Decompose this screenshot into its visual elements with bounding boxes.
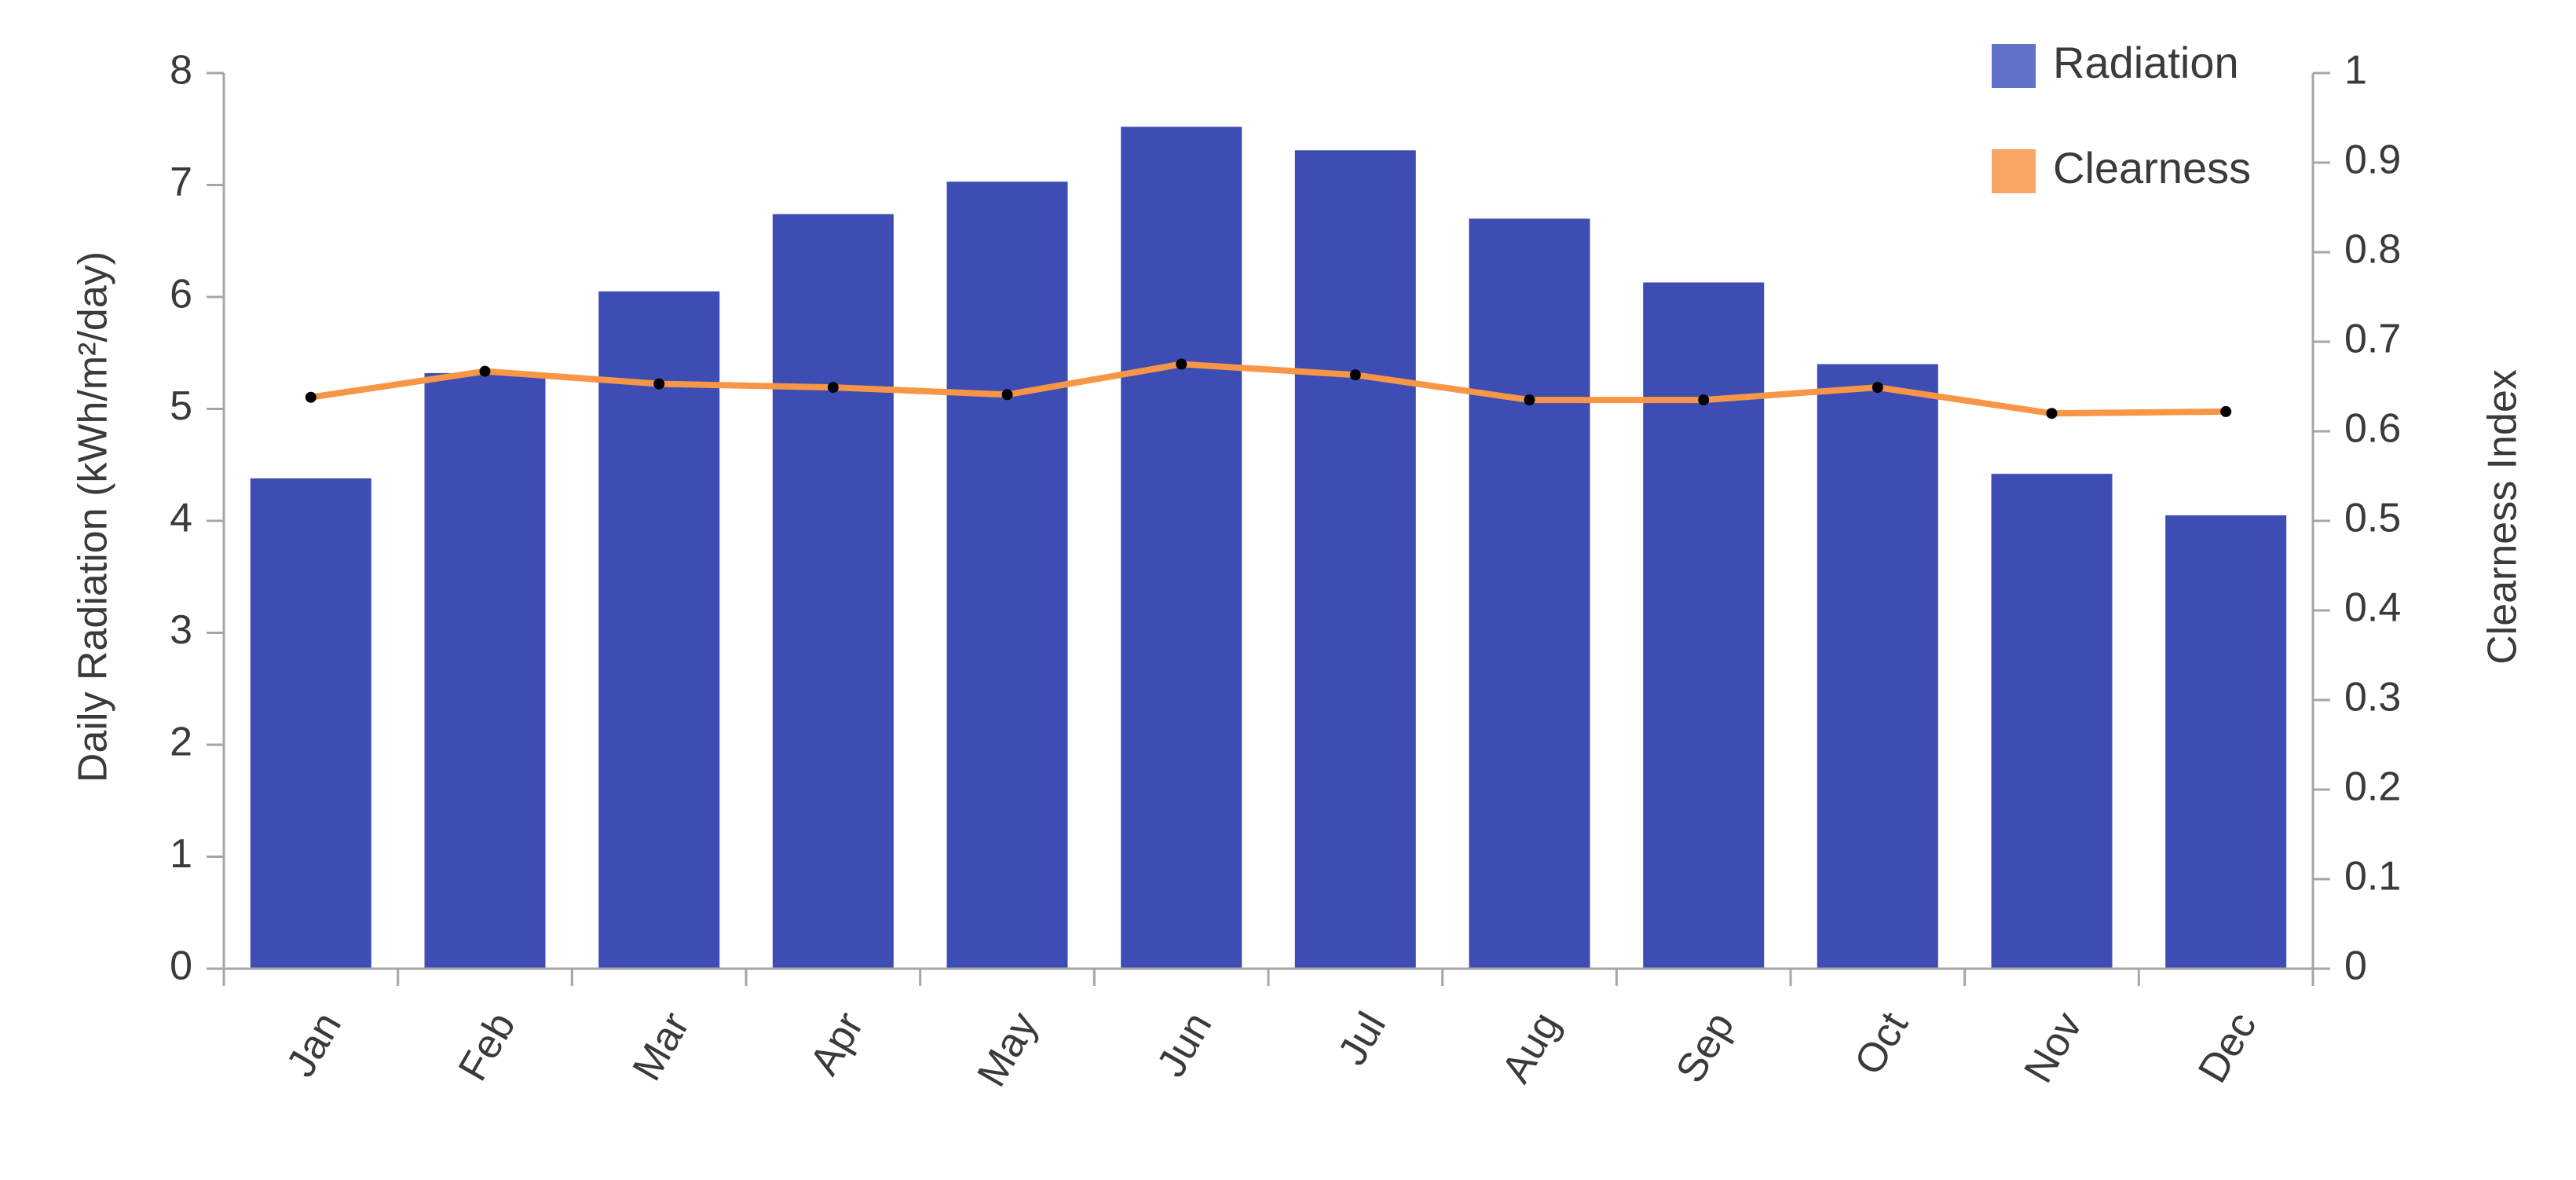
clearness-line-layer bbox=[305, 358, 2232, 420]
legend-label-radiation: Radiation bbox=[2053, 38, 2239, 87]
point-clearness-dec bbox=[2220, 405, 2232, 417]
point-clearness-oct bbox=[1872, 382, 1883, 394]
right-tick-label-0-9: 0.9 bbox=[2344, 137, 2401, 183]
left-axis-ticks: 0 1 2 3 4 5 6 7 8 bbox=[170, 48, 224, 989]
point-clearness-may bbox=[1001, 389, 1013, 401]
x-tick-label-apr: Apr bbox=[801, 1005, 873, 1083]
chart-legend: Radiation Clearness bbox=[1992, 38, 2251, 193]
x-tick-label-jun: Jun bbox=[1148, 1005, 1220, 1085]
x-tick-label-sep: Sep bbox=[1667, 1005, 1743, 1090]
right-tick-label-0: 0 bbox=[2344, 944, 2367, 989]
right-tick-label-0-4: 0.4 bbox=[2344, 585, 2401, 631]
x-tick-label-aug: Aug bbox=[1493, 1005, 1568, 1090]
bar-radiation-mar bbox=[598, 291, 720, 969]
point-clearness-aug bbox=[1524, 394, 1535, 406]
clearness-line bbox=[307, 361, 2230, 417]
bar-radiation-apr bbox=[772, 214, 894, 969]
left-tick-label-7: 7 bbox=[170, 159, 192, 205]
left-tick-label-8: 8 bbox=[170, 48, 192, 93]
left-tick-label-4: 4 bbox=[170, 496, 192, 541]
bar-radiation-dec bbox=[2165, 515, 2287, 969]
right-tick-label-0-5: 0.5 bbox=[2344, 496, 2401, 541]
x-tick-label-feb: Feb bbox=[450, 1005, 525, 1089]
x-tick-label-mar: Mar bbox=[624, 1005, 698, 1089]
right-axis-title: Clearness Index bbox=[2480, 369, 2526, 665]
left-tick-label-5: 5 bbox=[170, 383, 192, 429]
left-tick-label-3: 3 bbox=[170, 607, 192, 653]
right-tick-label-0-8: 0.8 bbox=[2344, 227, 2401, 273]
bar-radiation-feb bbox=[424, 372, 546, 969]
left-tick-label-2: 2 bbox=[170, 720, 192, 765]
x-tick-label-oct: Oct bbox=[1846, 1004, 1917, 1083]
point-clearness-apr bbox=[827, 382, 839, 394]
left-tick-label-0: 0 bbox=[170, 944, 192, 989]
right-tick-label-1: 1 bbox=[2344, 48, 2367, 93]
right-tick-label-0-3: 0.3 bbox=[2344, 675, 2401, 720]
point-clearness-sep bbox=[1698, 394, 1710, 406]
left-tick-label-6: 6 bbox=[170, 272, 192, 317]
right-axis-ticks: 0 0.1 0.2 0.3 0.4 0.5 0.6 0.7 0.8 0.9 1 bbox=[2313, 48, 2401, 989]
right-tick-label-0-6: 0.6 bbox=[2344, 406, 2401, 452]
bar-radiation-jul bbox=[1294, 150, 1416, 969]
legend-label-clearness: Clearness bbox=[2053, 143, 2251, 192]
right-tick-label-0-7: 0.7 bbox=[2344, 317, 2401, 362]
radiation-bars bbox=[250, 126, 2287, 969]
point-clearness-nov bbox=[2046, 408, 2058, 420]
left-tick-label-1: 1 bbox=[170, 831, 192, 877]
legend-swatch-clearness bbox=[1992, 149, 2036, 193]
x-axis-ticks: Jan Feb Mar Apr May Jun Jul Aug Sep Oct Nov Dec bbox=[222, 969, 2314, 1094]
x-tick-label-may: May bbox=[968, 1005, 1046, 1094]
bar-radiation-jan bbox=[250, 478, 371, 969]
point-clearness-jan bbox=[305, 391, 317, 403]
point-clearness-mar bbox=[653, 378, 665, 390]
x-tick-label-dec: Dec bbox=[2190, 1005, 2265, 1090]
right-tick-label-0-1: 0.1 bbox=[2344, 854, 2401, 900]
right-tick-label-0-2: 0.2 bbox=[2344, 764, 2401, 810]
bar-radiation-may bbox=[946, 181, 1068, 969]
left-axis-title: Daily Radiation (kWh/m²/day) bbox=[71, 251, 116, 782]
point-clearness-feb bbox=[479, 365, 491, 377]
bar-radiation-jun bbox=[1121, 126, 1242, 969]
point-clearness-jul bbox=[1349, 369, 1361, 381]
bar-radiation-oct bbox=[1817, 364, 1938, 969]
x-tick-label-nov: Nov bbox=[2015, 1005, 2091, 1090]
bar-radiation-sep bbox=[1643, 282, 1765, 969]
x-tick-label-jul: Jul bbox=[1330, 1005, 1395, 1073]
legend-swatch-radiation bbox=[1992, 44, 2036, 88]
bar-radiation-nov bbox=[1991, 474, 2113, 969]
point-clearness-jun bbox=[1176, 358, 1187, 370]
bar-radiation-aug bbox=[1469, 218, 1590, 969]
x-tick-label-jan: Jan bbox=[278, 1005, 350, 1085]
